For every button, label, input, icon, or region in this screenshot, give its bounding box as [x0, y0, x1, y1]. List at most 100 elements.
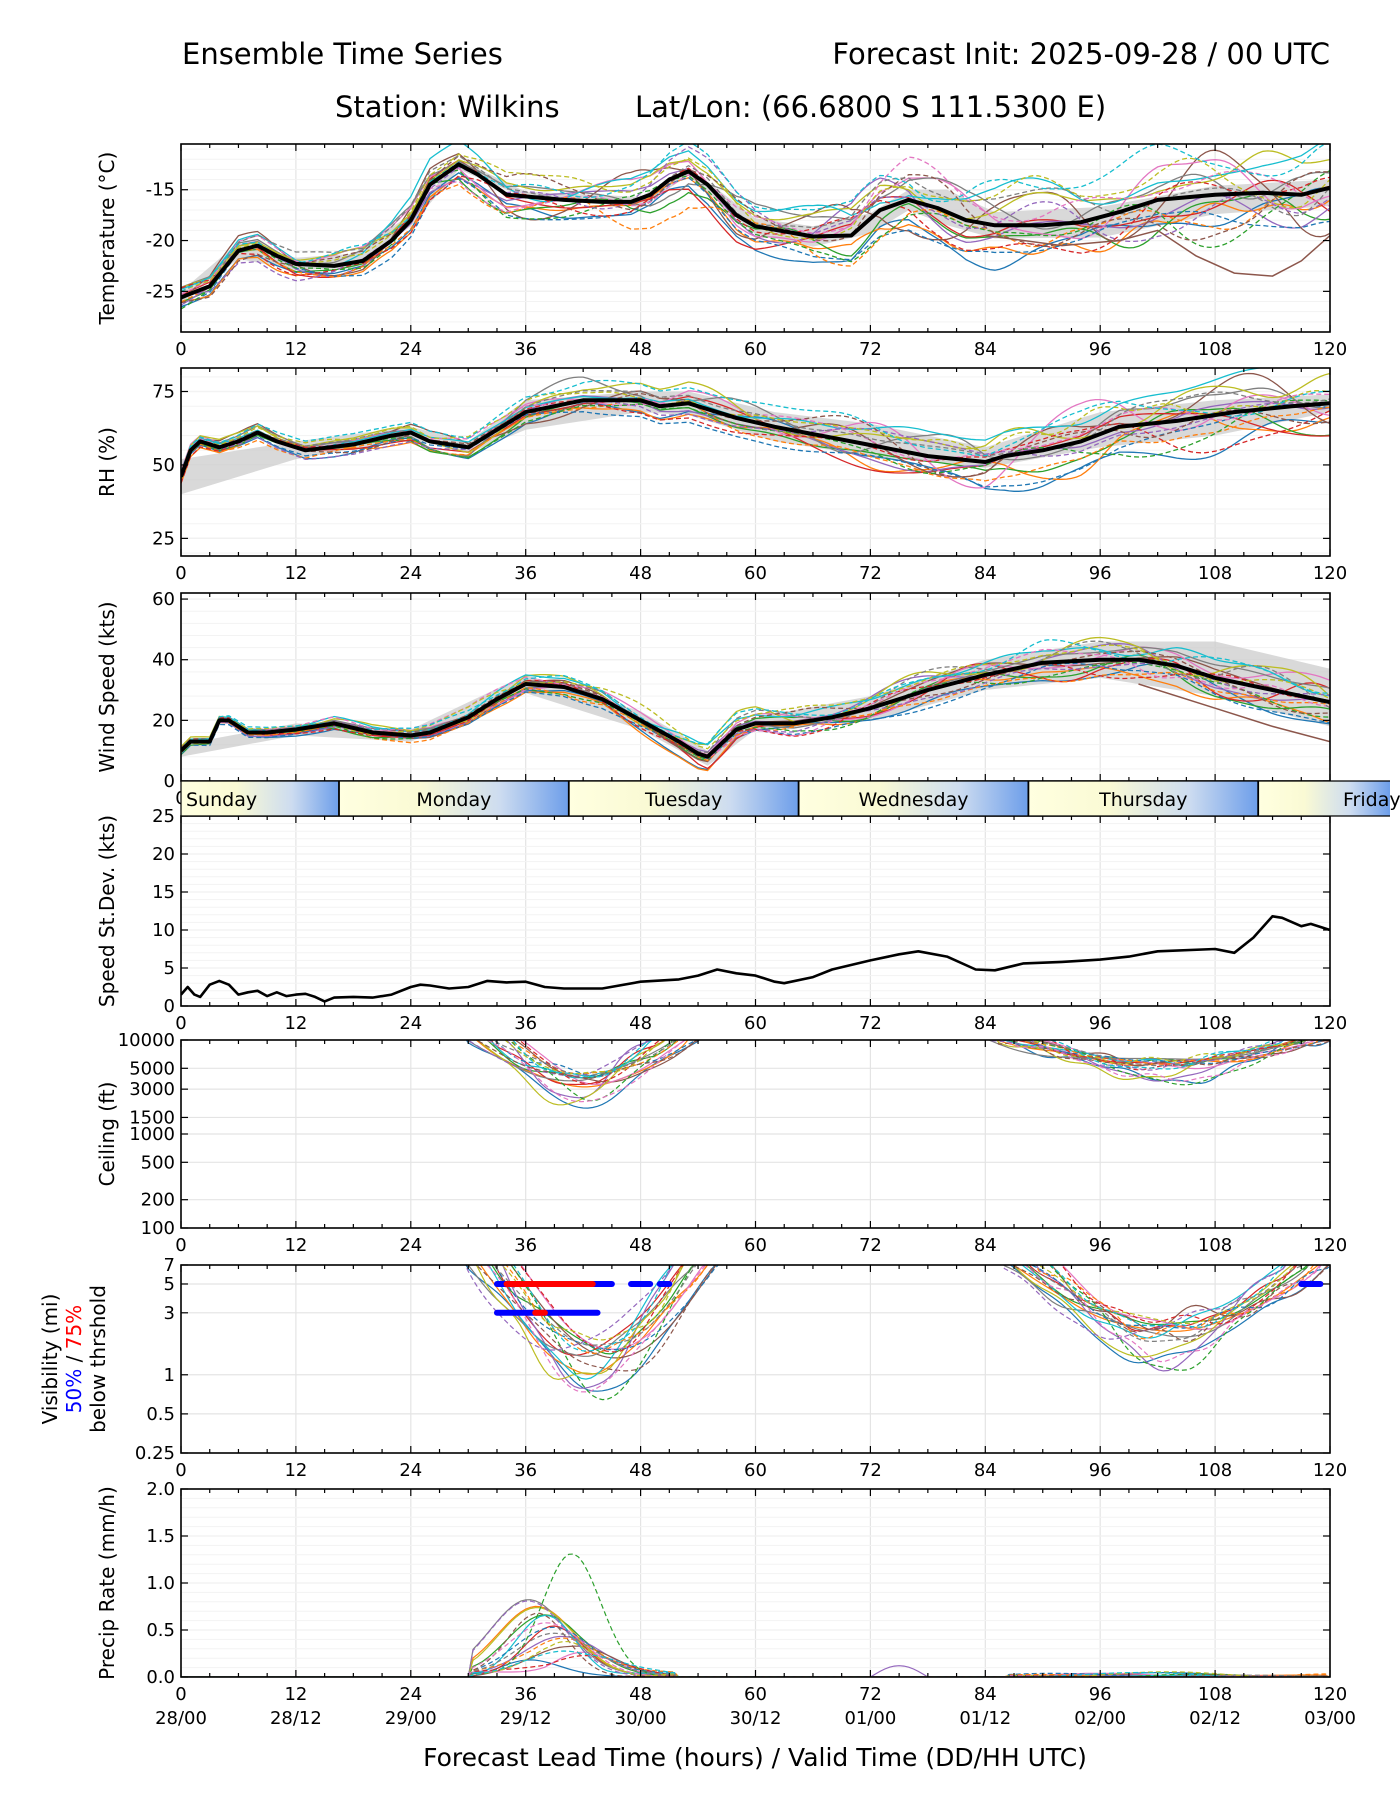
ensemble-member-12: [507, 1040, 681, 1075]
y-tick-label: 60: [152, 589, 175, 610]
ensemble-member-18: [492, 1265, 697, 1346]
x-tick-label: 24: [399, 1684, 422, 1705]
x-tick-label: 108: [1198, 563, 1232, 584]
x-tick-label: 72: [859, 339, 882, 360]
x-tick-label: 96: [1089, 1684, 1112, 1705]
x-tick-label: 96: [1089, 1013, 1112, 1034]
data-layer: [181, 914, 1330, 1003]
x-tick-label: 24: [399, 1013, 422, 1034]
ensemble-member-12: [1035, 1265, 1315, 1340]
x-tick-label: 72: [859, 1013, 882, 1034]
valid-time-label: 02/12: [1189, 1708, 1241, 1729]
y-tick-label: 5: [164, 958, 175, 979]
x-tick-label: 96: [1089, 1235, 1112, 1256]
x-tick-label: 120: [1313, 1684, 1347, 1705]
x-tick-label: 0: [175, 1013, 186, 1034]
y-axis-label: Temperature (°C): [95, 152, 119, 326]
ensemble-member-12: [1022, 1040, 1320, 1065]
x-tick-label: 120: [1313, 563, 1347, 584]
ensemble-member-8: [1002, 1265, 1310, 1338]
x-tick-label: 48: [629, 1235, 652, 1256]
day-label-monday: Monday: [416, 789, 491, 811]
y-tick-label: 40: [152, 650, 175, 671]
panel-7: 0 12 24 36 48 60 72 84 96 108 120 28/00 28/12 29/00 29…: [95, 1479, 1356, 1729]
x-tick-label: 108: [1198, 1460, 1232, 1481]
x-tick-label: 84: [974, 1684, 997, 1705]
ensemble-member-4: [490, 1040, 666, 1086]
x-tick-label: 96: [1089, 563, 1112, 584]
ensemble-member-20: [181, 379, 1330, 473]
valid-time-label: 01/00: [844, 1708, 896, 1729]
ensemble-member-16: [995, 1040, 1330, 1066]
x-tick-label: 48: [629, 1684, 652, 1705]
x-tick-label: 72: [859, 1684, 882, 1705]
valid-time-label: 02/00: [1074, 1708, 1126, 1729]
y-tick-label: 100: [141, 1218, 175, 1239]
ensemble-spread-band: [181, 159, 1330, 304]
y-tick-label: 75: [152, 382, 175, 403]
ensemble-member-16: [475, 1265, 716, 1372]
y-tick-label: 0.0: [146, 1667, 175, 1688]
ensemble-member-1: [181, 402, 1330, 492]
ensemble-member-14: [181, 167, 1330, 289]
threshold-sep: /: [62, 1349, 86, 1368]
y-tick-label: 7: [164, 1255, 175, 1276]
station-name: Station: Wilkins: [335, 90, 560, 124]
ensemble-member-17: [181, 648, 1330, 760]
x-ticks: [180, 1265, 1331, 1453]
data-layer: [464, 1265, 1330, 1401]
valid-time-label: 29/12: [500, 1708, 552, 1729]
ensemble-member-18: [181, 640, 1330, 754]
forecast-init: Forecast Init: 2025-09-28 / 00 UTC: [832, 37, 1330, 71]
x-tick-label: 72: [859, 1235, 882, 1256]
y-axis-label-thresholds: 50% / 75%: [62, 1305, 86, 1413]
x-tick-label: 12: [284, 1460, 307, 1481]
ensemble-member-11: [181, 176, 1330, 308]
ensemble-member-3: [1025, 1265, 1309, 1326]
y-axis-label-line3: below thrshold: [86, 1285, 110, 1433]
ensemble-member-16: [475, 1040, 699, 1079]
ensemble-member-6: [513, 1040, 698, 1083]
ensemble-member-20: [512, 1040, 651, 1078]
station-latlon: Lat/Lon: (66.6800 S 111.5300 E): [635, 90, 1106, 124]
y-tick-label: 50: [152, 455, 175, 476]
figure-title: Ensemble Time Series: [182, 37, 503, 71]
y-tick-label: 0.5: [146, 1620, 175, 1641]
ensemble-member-11: [1030, 1265, 1330, 1329]
x-tick-label: 60: [744, 339, 767, 360]
ensemble-member-14: [519, 1265, 685, 1353]
x-ticks: [180, 816, 1331, 1006]
y-tick-label: 0: [164, 996, 175, 1017]
y-axis-label: RH (%): [95, 427, 119, 497]
data-layer: [465, 1040, 1330, 1109]
ensemble-member-outlier: [1138, 683, 1330, 743]
x-tick-label: 120: [1313, 1013, 1347, 1034]
ensemble-member-15: [467, 1040, 650, 1077]
y-tick-label: 3: [164, 1303, 175, 1324]
y-tick-label: 25: [152, 806, 175, 827]
ensemble-member-10: [181, 646, 1330, 750]
x-tick-label: 12: [284, 1684, 307, 1705]
x-tick-label: 36: [514, 1460, 537, 1481]
grid: [180, 1264, 1331, 1454]
ensemble-member-8: [988, 1040, 1306, 1060]
y-axis-label: Wind Speed (kts): [95, 601, 119, 772]
y-tick-label: 0.5: [146, 1404, 175, 1425]
x-tick-label: 120: [1313, 1460, 1347, 1481]
ensemble-member-9: [475, 1265, 685, 1381]
y-tick-label: 5000: [129, 1058, 175, 1079]
x-ticks: [180, 368, 1331, 556]
y-axis-label: Ceiling (ft): [95, 1082, 119, 1187]
ensemble-member-18: [181, 390, 1330, 477]
valid-time-label: 30/12: [730, 1708, 782, 1729]
y-tick-label: 15: [152, 882, 175, 903]
ensemble-member-14: [181, 662, 1330, 758]
y-tick-label: 500: [141, 1152, 175, 1173]
data-layer: [181, 368, 1330, 495]
x-tick-label: 0: [175, 563, 186, 584]
y-tick-label: 0.25: [135, 1443, 175, 1464]
x-tick-label: 0: [175, 1460, 186, 1481]
y-tick-label: 0: [164, 771, 175, 792]
panel-2: 0 12 24 36 48 60 72 84 96 108 120 25 50 75 RH (%): [95, 367, 1347, 584]
x-tick-label: 48: [629, 1013, 652, 1034]
